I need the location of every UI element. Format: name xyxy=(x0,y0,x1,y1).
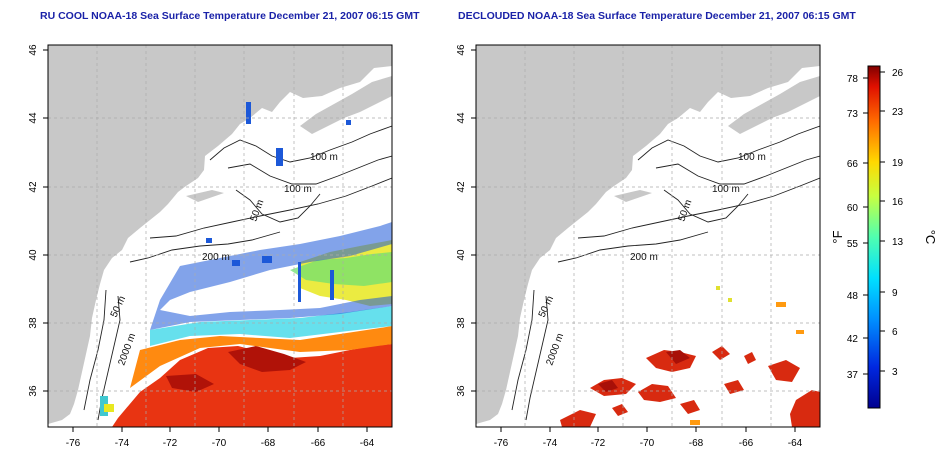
colorbar-c-tick: 6 xyxy=(892,327,898,338)
x-tick-labels-left: -76 -74 -72 -70 -68 -66 -64 xyxy=(66,438,375,449)
y-tick-label: 38 xyxy=(456,317,467,329)
x-tick-label: -70 xyxy=(640,438,655,449)
colorbar-f-tick: 37 xyxy=(847,370,859,381)
y-tick-labels-left: 36 38 40 42 44 46 xyxy=(28,44,39,397)
sst-orange-pixels xyxy=(690,302,804,425)
x-tick-label: -70 xyxy=(212,438,227,449)
contour-label: 100 m xyxy=(310,152,338,163)
sst-warm-field xyxy=(112,344,392,427)
long-island xyxy=(186,190,224,202)
y-tick-label: 42 xyxy=(28,181,39,193)
sst-warm-blobs xyxy=(560,346,820,427)
colorbar-c-tick: 19 xyxy=(892,158,904,169)
colorbar-c-tick: 26 xyxy=(892,68,904,79)
contour-label: 100 m xyxy=(738,152,766,163)
x-tick-label: -76 xyxy=(494,438,509,449)
x-tick-label: -68 xyxy=(261,438,276,449)
colorbar-c-tick: 23 xyxy=(892,107,904,118)
x-tick-label: -72 xyxy=(163,438,178,449)
sst-coastal-yellow xyxy=(104,404,114,412)
right-map: 100 m 100 m 50 m 200 m 50 m 2000 m xyxy=(475,44,821,428)
colorbar-f-tick: 78 xyxy=(847,74,859,85)
colorbar-f-tick: 60 xyxy=(847,203,859,214)
colorbar-c-tick: 13 xyxy=(892,237,904,248)
sst-green-patch xyxy=(290,252,392,286)
x-tick-labels-right: -76 -74 -72 -70 -68 -66 -64 xyxy=(494,438,803,449)
left-map-title: RU COOL NOAA-18 Sea Surface Temperature … xyxy=(40,10,420,22)
colorbar: 78 73 66 60 55 48 42 37 26 23 19 16 13 9… xyxy=(830,65,938,409)
bathymetry-contours xyxy=(83,125,392,421)
y-tick-label: 46 xyxy=(456,44,467,56)
contour-label: 200 m xyxy=(630,252,658,263)
y-tick-label: 38 xyxy=(28,317,39,329)
land-mass xyxy=(48,45,392,424)
colorbar-f-tick: 42 xyxy=(847,334,859,345)
y-tick-label: 46 xyxy=(28,44,39,56)
colorbar-f-tick: 48 xyxy=(847,291,859,302)
x-tick-label: -72 xyxy=(591,438,606,449)
x-tick-label: -66 xyxy=(311,438,326,449)
sst-hot-core-2 xyxy=(166,374,214,392)
colorbar-f-tick: 66 xyxy=(847,159,859,170)
colorbar-fahrenheit-label: °F xyxy=(830,230,845,243)
sst-yellow-pixels xyxy=(716,286,732,302)
contour-label: 100 m xyxy=(712,184,740,195)
bathymetry-contours xyxy=(511,125,820,421)
left-map: 100 m 100 m 50 m 200 m 50 m 2000 m xyxy=(47,44,393,428)
colorbar-celsius-label: °C xyxy=(923,230,938,245)
grid-lines xyxy=(48,45,392,427)
sst-cyan-band xyxy=(150,306,392,346)
y-tick-label: 44 xyxy=(28,112,39,124)
land-mass xyxy=(476,45,820,424)
y-tick-label: 36 xyxy=(456,385,467,397)
colorbar-c-tick: 3 xyxy=(892,367,898,378)
sst-blue-patchy xyxy=(150,222,392,330)
long-island xyxy=(614,190,652,202)
x-tick-label: -74 xyxy=(115,438,130,449)
x-tick-label: -64 xyxy=(788,438,803,449)
colorbar-c-tick: 16 xyxy=(892,197,904,208)
x-tick-label: -74 xyxy=(543,438,558,449)
axis-ticks xyxy=(43,49,796,432)
x-tick-label: -68 xyxy=(689,438,704,449)
colorbar-f-tick: 73 xyxy=(847,109,859,120)
sst-blue-pixels xyxy=(206,102,351,302)
nova-scotia xyxy=(300,76,392,134)
contour-label: 100 m xyxy=(284,184,312,195)
sst-orange-band xyxy=(130,326,392,388)
nova-scotia xyxy=(728,76,820,134)
x-tick-label: -76 xyxy=(66,438,81,449)
colorbar-f-tick: 55 xyxy=(847,239,859,250)
x-tick-label: -66 xyxy=(739,438,754,449)
colorbar-ticks xyxy=(863,71,885,375)
y-tick-label: 44 xyxy=(456,112,467,124)
grid-lines xyxy=(476,45,820,427)
colorbar-f-labels: 78 73 66 60 55 48 42 37 xyxy=(847,74,859,381)
y-tick-label: 40 xyxy=(456,249,467,261)
y-tick-labels-right: 36 38 40 42 44 46 xyxy=(456,44,467,397)
sst-hot-core xyxy=(228,346,306,372)
map-frame xyxy=(47,44,393,428)
y-tick-label: 40 xyxy=(28,249,39,261)
y-tick-label: 42 xyxy=(456,181,467,193)
colorbar-c-tick: 9 xyxy=(892,288,898,299)
colorbar-gradient xyxy=(867,65,881,409)
right-map-title: DECLOUDED NOAA-18 Sea Surface Temperatur… xyxy=(458,10,856,22)
contour-label: 200 m xyxy=(202,252,230,263)
x-tick-label: -64 xyxy=(360,438,375,449)
colorbar-c-labels: 26 23 19 16 13 9 6 3 xyxy=(892,68,904,378)
map-frame xyxy=(475,44,821,428)
y-tick-label: 36 xyxy=(28,385,39,397)
